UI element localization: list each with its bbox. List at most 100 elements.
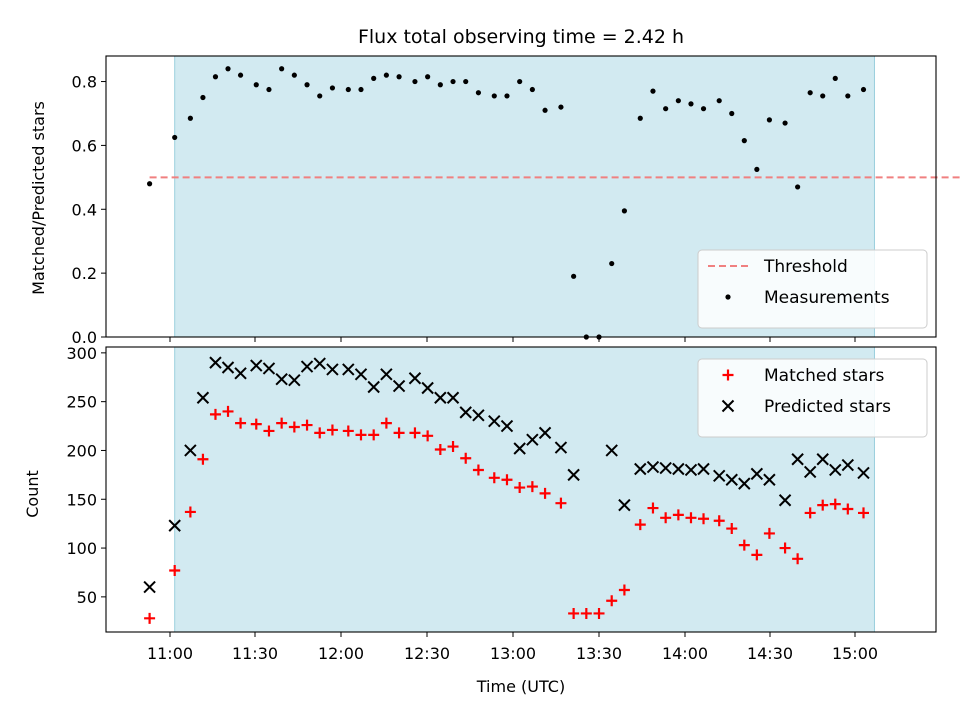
y-tick-label: 300 — [66, 344, 97, 363]
measurement-point — [253, 82, 259, 88]
matched-star-marker — [698, 513, 710, 525]
measurement-point — [571, 273, 577, 279]
predicted-star-marker — [763, 473, 776, 486]
measurement-point — [609, 260, 615, 267]
predicted-star-marker — [684, 463, 698, 477]
plot-frame — [105, 55, 937, 338]
matched-star-marker — [342, 425, 354, 437]
measurement-point — [741, 138, 747, 144]
predicted-star-marker — [659, 461, 672, 475]
legend-predicted-swatch — [721, 399, 735, 413]
predicted-star-marker — [354, 368, 368, 381]
predicted-star-marker — [209, 356, 222, 369]
measurement-point — [172, 134, 178, 141]
measurement-point — [860, 86, 867, 93]
matched-star-marker — [842, 503, 854, 515]
measurement-point — [807, 90, 813, 96]
matched-star-marker — [472, 464, 484, 476]
chart-title: Flux total observing time = 2.42 h — [358, 26, 684, 48]
measurement-point — [396, 74, 402, 80]
measurement-point — [766, 117, 772, 123]
legend-box — [697, 249, 928, 329]
matched-star-marker — [434, 443, 446, 455]
matched-star-marker — [460, 452, 472, 464]
measurement-point — [425, 74, 431, 80]
predicted-star-marker — [841, 458, 855, 472]
matched-star-marker — [235, 417, 247, 429]
predicted-star-marker — [421, 381, 434, 395]
predicted-star-marker — [184, 444, 197, 457]
measurement-point — [358, 86, 364, 93]
matched-star-marker — [647, 502, 659, 514]
x-tick-label: 12:30 — [404, 644, 450, 663]
matched-star-marker — [817, 499, 829, 511]
matched-star-marker — [568, 607, 580, 619]
measurement-point — [279, 66, 285, 72]
matched-star-marker — [263, 425, 275, 437]
y-tick-label: 0.0 — [72, 328, 97, 347]
matched-star-marker — [751, 549, 763, 561]
measurement-point — [542, 107, 548, 113]
predicted-star-marker — [857, 466, 870, 480]
predicted-star-marker — [646, 460, 660, 474]
matched-star-marker — [539, 487, 551, 499]
predicted-star-marker — [380, 368, 393, 381]
y-tick-label: 0.2 — [72, 264, 97, 283]
matched-star-marker — [368, 429, 380, 441]
measurement-point — [237, 72, 244, 78]
predicted-star-marker — [803, 465, 817, 479]
measurement-point — [383, 72, 389, 78]
measurement-point — [371, 75, 377, 81]
y-tick-label: 0.6 — [72, 136, 97, 155]
x-tick-label: 14:30 — [747, 644, 793, 663]
measurement-point — [187, 115, 193, 121]
measurement-point — [450, 78, 456, 85]
y-tick-label: 100 — [66, 539, 97, 558]
measurement-point — [266, 86, 272, 93]
matched-star-marker — [660, 512, 672, 524]
predicted-star-marker — [526, 433, 539, 446]
measurement-point — [558, 104, 564, 110]
measurement-point — [820, 93, 826, 99]
x-tick-label: 15:00 — [832, 644, 878, 663]
measurement-point — [317, 93, 323, 99]
measurement-point — [754, 166, 760, 172]
measurement-point — [729, 110, 735, 117]
predicted-star-marker — [618, 498, 631, 512]
matched-star-marker — [829, 498, 841, 510]
predicted-star-marker — [554, 441, 568, 454]
y-tick-label: 50 — [77, 588, 97, 607]
legend-measurement-swatch — [725, 294, 731, 300]
measurement-point — [621, 208, 628, 214]
legend-label: Measurements — [764, 288, 890, 308]
measurement-point — [716, 98, 722, 104]
predicted-star-marker — [829, 463, 842, 477]
matched-star-marker — [409, 427, 421, 439]
predicted-star-marker — [500, 419, 514, 433]
predicted-star-marker — [634, 462, 647, 476]
measurement-point — [329, 85, 336, 91]
matched-star-marker — [792, 553, 804, 565]
matched-star-marker — [222, 405, 234, 417]
matched-star-marker — [301, 419, 313, 431]
measurement-point — [782, 120, 788, 126]
matched-star-marker — [858, 507, 869, 519]
predicted-star-marker — [725, 473, 738, 486]
matched-star-marker — [355, 429, 367, 441]
measurement-point — [463, 78, 469, 85]
predicted-star-marker — [342, 363, 355, 376]
top-y-axis-label: Matched/Predicted stars — [29, 101, 48, 295]
matched-star-marker — [580, 607, 592, 619]
measurement-point — [200, 94, 206, 101]
predicted-star-marker — [143, 580, 156, 594]
matched-star-marker — [276, 417, 288, 429]
measurement-point — [795, 184, 801, 190]
legend-box — [697, 358, 928, 438]
predicted-star-marker — [713, 469, 726, 483]
matched-star-marker — [593, 607, 605, 619]
measurement-point — [832, 75, 838, 81]
measurement-point — [517, 78, 523, 85]
bottom-y-axis-label: Count — [23, 470, 42, 518]
y-tick-label: 150 — [66, 490, 97, 509]
